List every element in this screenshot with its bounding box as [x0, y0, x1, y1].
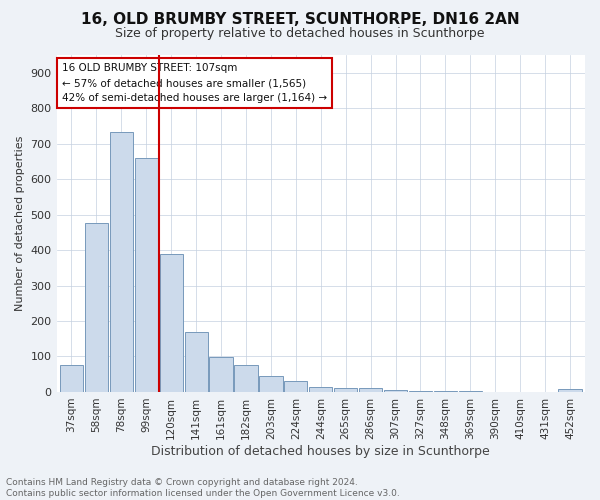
- Bar: [309, 386, 332, 392]
- Bar: [60, 366, 83, 392]
- Text: 16, OLD BRUMBY STREET, SCUNTHORPE, DN16 2AN: 16, OLD BRUMBY STREET, SCUNTHORPE, DN16 …: [80, 12, 520, 28]
- Bar: [559, 389, 581, 392]
- Bar: [110, 132, 133, 392]
- Bar: [160, 254, 183, 392]
- Bar: [85, 224, 108, 392]
- Bar: [284, 382, 307, 392]
- Bar: [434, 391, 457, 392]
- Text: Size of property relative to detached houses in Scunthorpe: Size of property relative to detached ho…: [115, 28, 485, 40]
- Bar: [384, 390, 407, 392]
- Text: Contains HM Land Registry data © Crown copyright and database right 2024.
Contai: Contains HM Land Registry data © Crown c…: [6, 478, 400, 498]
- X-axis label: Distribution of detached houses by size in Scunthorpe: Distribution of detached houses by size …: [151, 444, 490, 458]
- Text: 16 OLD BRUMBY STREET: 107sqm
← 57% of detached houses are smaller (1,565)
42% of: 16 OLD BRUMBY STREET: 107sqm ← 57% of de…: [62, 64, 327, 103]
- Bar: [409, 390, 432, 392]
- Bar: [134, 158, 158, 392]
- Bar: [185, 332, 208, 392]
- Bar: [259, 376, 283, 392]
- Bar: [459, 391, 482, 392]
- Bar: [235, 366, 257, 392]
- Y-axis label: Number of detached properties: Number of detached properties: [15, 136, 25, 311]
- Bar: [334, 388, 357, 392]
- Bar: [359, 388, 382, 392]
- Bar: [209, 357, 233, 392]
